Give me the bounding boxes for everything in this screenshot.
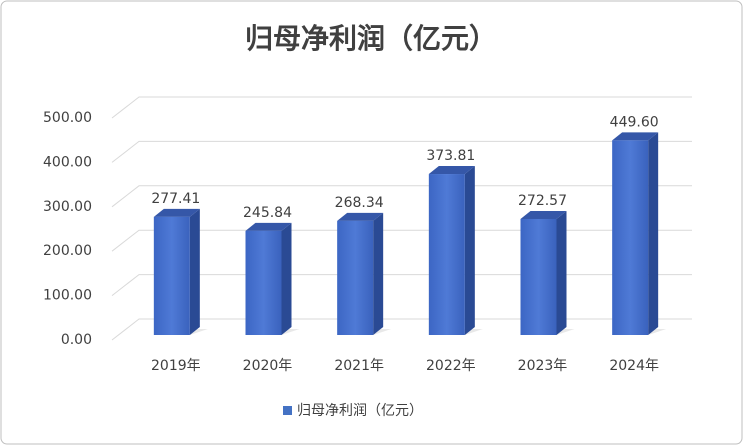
- data-label: 277.41: [151, 191, 200, 207]
- x-tick-label: 2024年: [609, 358, 659, 374]
- bar-side: [648, 132, 659, 335]
- bar: [612, 140, 649, 335]
- bar: [428, 174, 465, 335]
- bar-side: [281, 222, 292, 335]
- y-tick-label: 500.00: [43, 110, 92, 126]
- y-tick-label: 300.00: [43, 199, 92, 215]
- bar-side: [373, 212, 384, 335]
- bar-top: [153, 208, 200, 217]
- bar-top: [428, 166, 475, 175]
- grid-line: [111, 96, 692, 119]
- x-tick-label: 2021年: [334, 358, 384, 374]
- bar-top: [612, 132, 659, 141]
- bar: [245, 230, 282, 335]
- grid-line: [111, 185, 692, 208]
- bar-top: [520, 210, 567, 219]
- data-label: 245.84: [243, 205, 292, 221]
- data-label: 449.60: [610, 114, 659, 130]
- bar-top: [245, 222, 292, 231]
- y-tick-label: 400.00: [43, 154, 92, 170]
- x-tick-label: 2023年: [518, 358, 568, 374]
- data-label: 272.57: [518, 193, 567, 209]
- bar: [337, 220, 374, 335]
- bar-side: [556, 210, 567, 335]
- grid-line: [111, 274, 692, 296]
- x-tick-label: 2022年: [426, 358, 476, 374]
- data-label: 268.34: [335, 195, 384, 211]
- x-tick-label: 2020年: [243, 358, 293, 374]
- grid-line: [111, 140, 692, 163]
- y-tick-label: 100.00: [43, 288, 92, 304]
- x-tick-label: 2019年: [151, 358, 201, 374]
- y-tick-label: 200.00: [43, 243, 92, 259]
- grid-line: [111, 318, 692, 341]
- bar-side: [464, 166, 475, 335]
- chart-title: 归母净利润（亿元）: [245, 22, 497, 55]
- bar: [520, 218, 557, 335]
- data-label: 373.81: [426, 148, 475, 164]
- y-tick-label: 0.00: [61, 332, 92, 348]
- bar-side: [189, 208, 200, 335]
- legend-swatch: [283, 406, 292, 415]
- bar-top: [337, 212, 384, 221]
- legend-label: 归母净利润（亿元）: [297, 402, 423, 419]
- grid-line: [111, 229, 692, 252]
- bar: [153, 216, 190, 335]
